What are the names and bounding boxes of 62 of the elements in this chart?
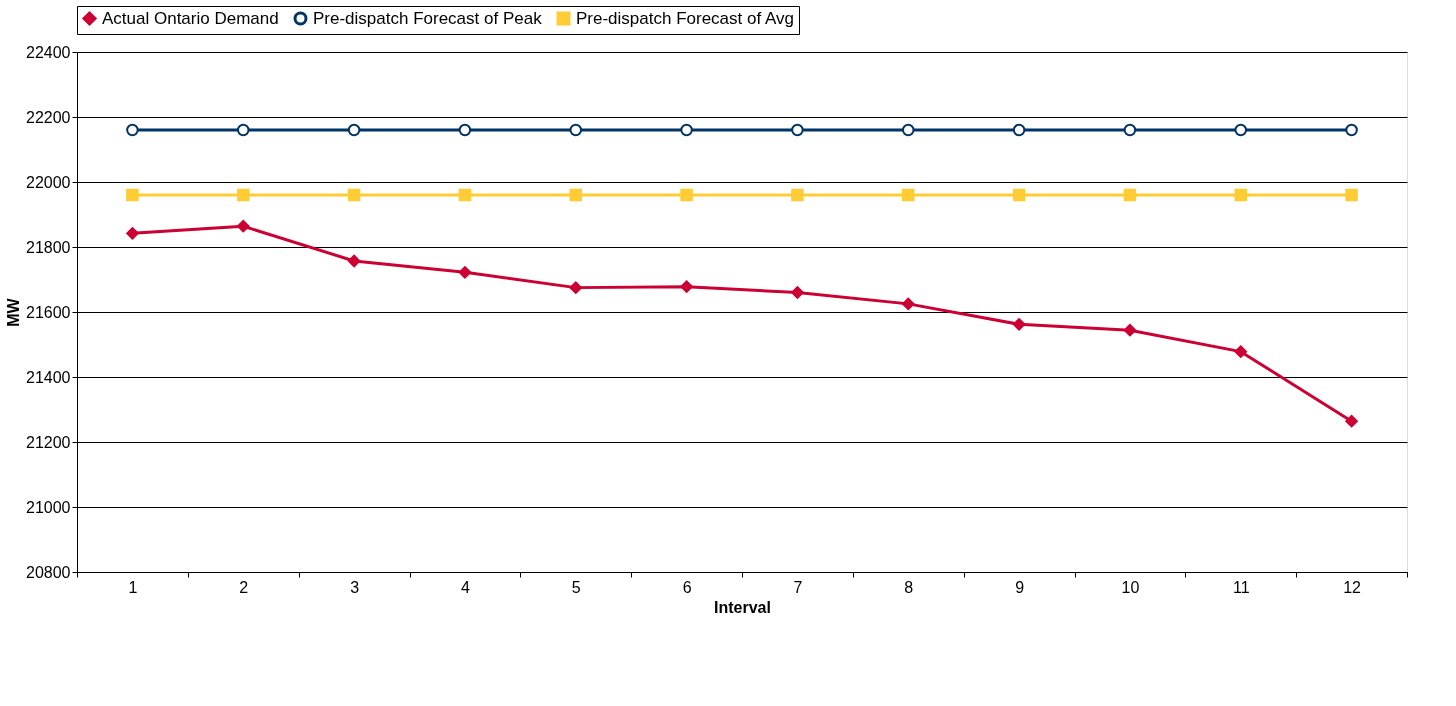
point <box>347 123 361 137</box>
x-tick-label: 6 <box>682 578 692 596</box>
point <box>680 123 693 137</box>
y-tick-label: 22000 <box>26 173 71 191</box>
point <box>347 254 361 268</box>
legend-label: Pre-dispatch Forecast of Avg <box>576 8 794 28</box>
point <box>791 123 804 137</box>
point <box>458 266 472 279</box>
x-tick-label: 2 <box>239 578 249 596</box>
point <box>126 123 139 137</box>
point <box>569 123 582 137</box>
point <box>680 188 693 202</box>
point <box>126 188 139 202</box>
y-tick-label: 21200 <box>26 433 71 451</box>
legend-label: Pre-dispatch Forecast of Peak <box>313 8 543 28</box>
point <box>569 281 582 294</box>
x-tick-label: 5 <box>571 578 581 596</box>
y-tick-label: 21800 <box>26 238 71 256</box>
point <box>1345 123 1358 137</box>
x-tick-label: 3 <box>350 578 360 596</box>
x-tick-label: 7 <box>793 578 803 596</box>
point <box>1123 323 1137 337</box>
y-tick-label: 21600 <box>26 303 71 321</box>
x-tick-label: 10 <box>1121 578 1140 596</box>
point <box>569 188 582 202</box>
y-tick-label: 22200 <box>26 108 71 126</box>
point <box>1345 188 1358 202</box>
y-tick-label: 20800 <box>26 563 71 581</box>
point <box>237 188 250 202</box>
point <box>680 280 693 293</box>
point <box>458 123 472 137</box>
point <box>791 286 804 299</box>
point <box>237 219 250 233</box>
x-tick-label: 8 <box>904 578 914 596</box>
y-tick-label: 21400 <box>26 368 71 386</box>
point <box>1234 345 1247 358</box>
point <box>347 188 361 202</box>
point <box>902 297 915 311</box>
x-tick-label: 12 <box>1343 578 1362 596</box>
y-axis-title: MW <box>5 297 23 327</box>
x-tick-label: 1 <box>128 578 138 596</box>
point <box>1012 318 1026 331</box>
point <box>1345 414 1358 428</box>
point <box>902 123 915 137</box>
point <box>1123 188 1137 202</box>
x-tick-label: 9 <box>1015 578 1025 596</box>
point <box>126 227 139 240</box>
point <box>1012 188 1026 202</box>
point <box>1123 123 1137 137</box>
y-tick-label: 21000 <box>26 498 71 516</box>
point <box>1234 123 1247 137</box>
x-tick-label: 11 <box>1232 578 1250 596</box>
point <box>237 123 250 137</box>
point <box>1234 188 1247 202</box>
point <box>902 188 915 202</box>
legend-label: Actual Ontario Demand <box>102 8 279 28</box>
point <box>1012 123 1026 137</box>
x-axis-title: Interval <box>714 598 771 616</box>
point <box>791 188 804 202</box>
point <box>458 188 472 202</box>
x-tick-label: 4 <box>460 578 470 596</box>
y-tick-label: 22400 <box>26 43 71 61</box>
